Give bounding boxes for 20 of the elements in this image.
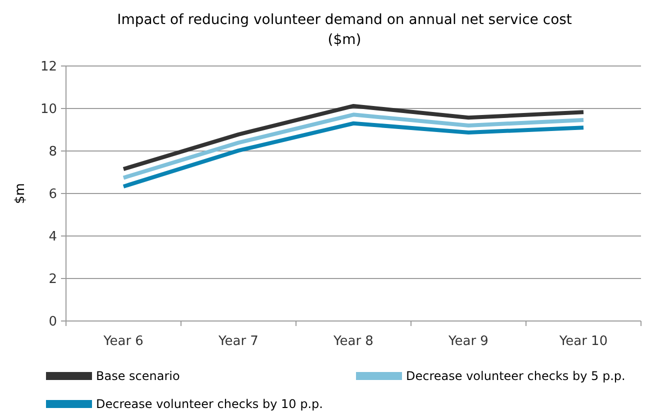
y-tick-label: 8 [48, 144, 57, 160]
y-tick-label: 12 [40, 60, 57, 75]
line-series [122, 104, 586, 172]
line-series [122, 112, 586, 180]
legend-label: Decrease volunteer checks by 5 p.p. [406, 369, 626, 384]
legend-label: Decrease volunteer checks by 10 p.p. [96, 397, 323, 412]
x-tick-label: Year 9 [448, 334, 488, 349]
x-tick-label: Year 6 [102, 334, 144, 349]
x-tick-label: Year 10 [558, 334, 608, 349]
x-tick-label: Year 7 [218, 334, 258, 349]
y-axis-title: $m [13, 183, 28, 204]
x-tick-label: Year 8 [332, 334, 374, 349]
y-tick-label: 6 [48, 187, 57, 202]
line-series [122, 121, 586, 188]
chart-title: Impact of reducing volunteer demand on annual net service cost ($m) [117, 12, 572, 48]
legend-label: Base scenario [96, 369, 180, 384]
y-tick-label: 0 [48, 314, 57, 330]
y-tick-label: 2 [48, 272, 57, 288]
y-tick-label: 10 [40, 102, 57, 118]
y-tick-label: 4 [48, 230, 57, 245]
